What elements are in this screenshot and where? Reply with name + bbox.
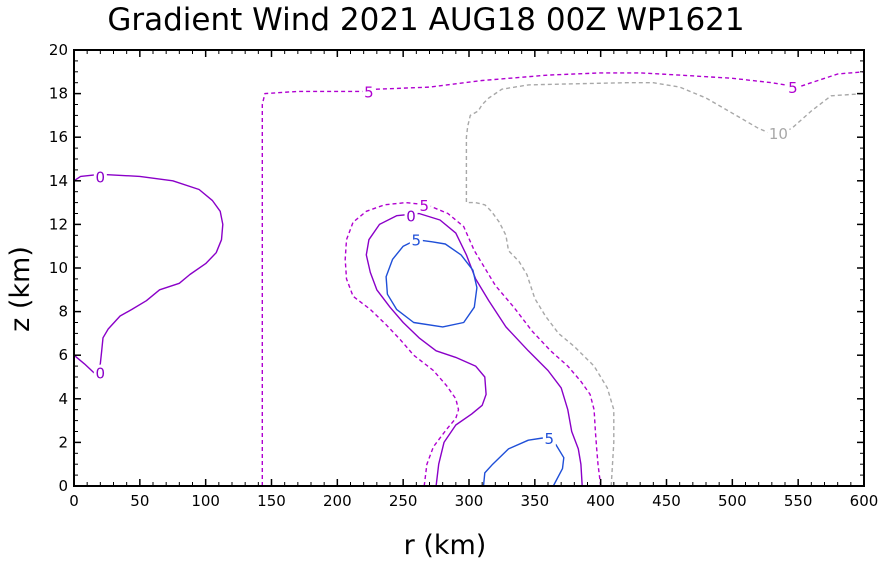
contour-line — [482, 437, 565, 487]
contour-label: 5 — [419, 197, 429, 215]
contour-label: 5 — [788, 79, 798, 97]
contour-label-bg — [93, 168, 107, 185]
contour-label-bg — [362, 83, 376, 100]
y-tick-label: 4 — [58, 390, 68, 408]
y-tick-label: 8 — [58, 303, 68, 321]
contour-layer — [73, 71, 865, 487]
x-axis-label: r (km) — [404, 530, 487, 561]
x-tick-label: 150 — [257, 492, 286, 510]
contour-label: 0 — [96, 365, 106, 383]
x-tick-label: 400 — [586, 492, 615, 510]
y-tick-label: 10 — [49, 259, 68, 277]
chart-title: Gradient Wind 2021 AUG18 00Z WP1621 — [107, 2, 744, 38]
y-axis-label: z (km) — [5, 246, 36, 332]
axis-layer: 0 50 100 150 200 250 300 350 400 450 500 550 6000246… — [49, 41, 878, 510]
contour-line — [365, 212, 583, 487]
contour-label-bg — [786, 79, 800, 96]
x-tick-label: 250 — [389, 492, 418, 510]
contour-label-bg — [542, 430, 556, 447]
y-tick-label: 16 — [49, 128, 68, 146]
contour-label-bg — [93, 364, 107, 381]
x-tick-label: 50 — [130, 492, 149, 510]
x-tick-label: 350 — [521, 492, 550, 510]
y-tick-label: 0 — [58, 477, 68, 495]
contour-label: 0 — [406, 208, 416, 226]
contour-label-bg — [417, 196, 431, 213]
contour-label: 0 — [96, 168, 106, 186]
x-tick-label: 450 — [652, 492, 681, 510]
x-tick-label: 600 — [850, 492, 879, 510]
y-tick-label: 2 — [58, 433, 68, 451]
contour-label-bg — [404, 207, 418, 224]
contour-label: 5 — [545, 430, 555, 448]
contour-line — [73, 173, 224, 374]
contour-line — [261, 71, 865, 486]
contour-label: 5 — [364, 83, 374, 101]
contour-line — [385, 239, 478, 328]
x-tick-label: 500 — [718, 492, 747, 510]
plot-frame — [73, 49, 865, 487]
contour-label: 10 — [769, 125, 788, 143]
y-tick-label: 18 — [49, 85, 68, 103]
contour-label-bg — [767, 124, 790, 141]
contour-label: 5 — [412, 232, 422, 250]
x-tick-label: 300 — [455, 492, 484, 510]
y-tick-label: 12 — [49, 215, 68, 233]
contour-line — [465, 82, 865, 487]
contour-label-bg — [409, 231, 423, 248]
y-tick-label: 6 — [58, 346, 68, 364]
chart-title-area: Gradient Wind 2021 AUG18 00Z WP1621 — [0, 0, 879, 40]
contour-line — [344, 201, 602, 487]
x-tick-label: 0 — [69, 492, 79, 510]
y-tick-label: 20 — [49, 41, 68, 59]
x-tick-label: 550 — [784, 492, 813, 510]
chart-title-svg: Gradient Wind 2021 AUG18 00Z WP1621 — [107, 2, 744, 38]
y-tick-label: 14 — [49, 172, 68, 190]
x-tick-label: 200 — [323, 492, 352, 510]
x-tick-label: 100 — [191, 492, 220, 510]
